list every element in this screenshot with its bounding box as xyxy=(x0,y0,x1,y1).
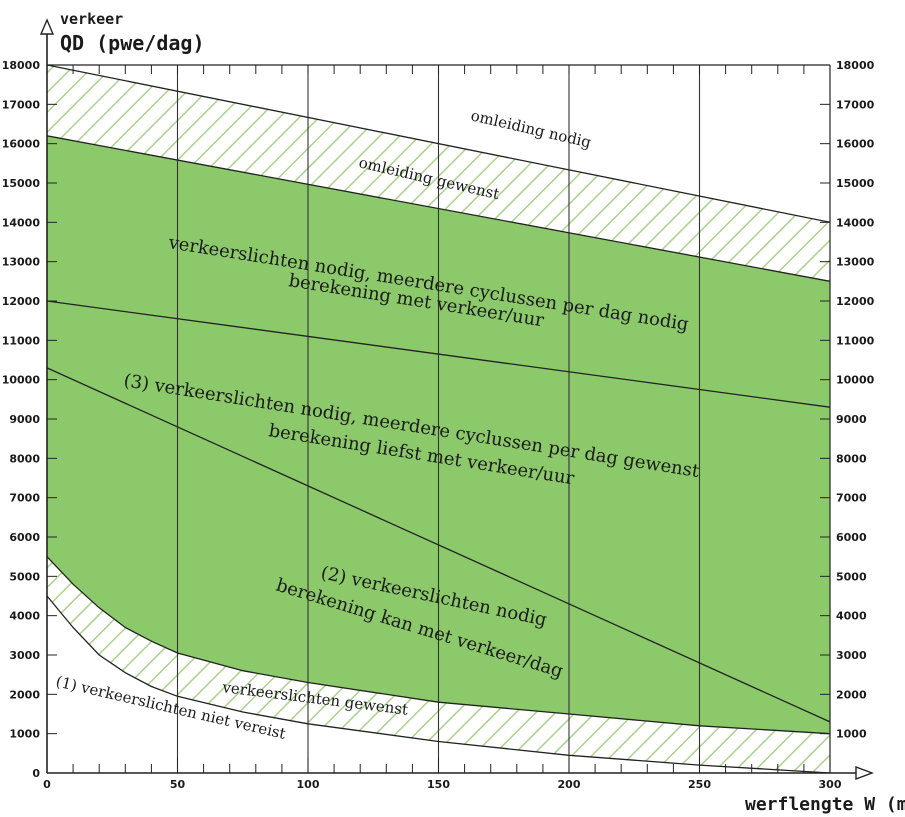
x-tick-label-0: 0 xyxy=(43,778,51,791)
y-tick-label-right-2000: 2000 xyxy=(836,688,867,701)
y-tick-label-right-18000: 18000 xyxy=(836,59,875,72)
y-tick-label-left-11000: 11000 xyxy=(2,334,41,347)
x-axis-arrow xyxy=(855,765,874,781)
y-axis-title: QD (pwe/dag) xyxy=(60,31,205,55)
y-tick-label-left-13000: 13000 xyxy=(2,256,41,269)
y-tick-label-left-18000: 18000 xyxy=(2,59,41,72)
y-tick-label-right-12000: 12000 xyxy=(836,295,875,308)
x-tick-label-250: 250 xyxy=(688,778,711,791)
y-tick-label-right-15000: 15000 xyxy=(836,177,875,190)
y-tick-label-right-9000: 9000 xyxy=(836,413,867,426)
y-tick-label-right-3000: 3000 xyxy=(836,649,867,662)
x-tick-label-50: 50 xyxy=(170,778,186,791)
x-axis-title: werflengte W (m) xyxy=(745,794,905,815)
y-axis-title-top: verkeer xyxy=(60,10,123,28)
curves xyxy=(47,65,830,773)
y-tick-label-left-10000: 10000 xyxy=(2,374,41,387)
y-tick-label-left-8000: 8000 xyxy=(9,452,40,465)
y-tick-label-left-6000: 6000 xyxy=(9,531,40,544)
y-tick-label-right-8000: 8000 xyxy=(836,452,867,465)
boundary-line-3 xyxy=(47,300,830,408)
y-tick-label-left-0: 0 xyxy=(32,767,40,780)
x-tick-label-300: 300 xyxy=(819,778,842,791)
y-tick-label-left-12000: 12000 xyxy=(2,295,41,308)
y-tick-label-left-1000: 1000 xyxy=(9,728,40,741)
y-axis-arrow xyxy=(39,18,55,35)
y-tick-label-right-16000: 16000 xyxy=(836,138,875,151)
y-tick-label-right-5000: 5000 xyxy=(836,570,867,583)
boundary-line-2 xyxy=(47,135,830,282)
y-tick-label-right-11000: 11000 xyxy=(836,334,875,347)
label-omleiding-nodig: omleiding nodig xyxy=(469,106,593,151)
boundary-line-4 xyxy=(47,367,830,723)
x-tick-label-150: 150 xyxy=(427,778,450,791)
y-tick-label-left-16000: 16000 xyxy=(2,138,41,151)
y-tick-label-left-14000: 14000 xyxy=(2,216,41,229)
y-tick-label-right-4000: 4000 xyxy=(836,610,867,623)
y-tick-label-left-9000: 9000 xyxy=(9,413,40,426)
x-tick-label-100: 100 xyxy=(297,778,320,791)
y-tick-label-left-3000: 3000 xyxy=(9,649,40,662)
y-tick-label-left-5000: 5000 xyxy=(9,570,40,583)
y-tick-label-right-10000: 10000 xyxy=(836,374,875,387)
y-tick-label-right-17000: 17000 xyxy=(836,98,875,111)
y-tick-label-left-4000: 4000 xyxy=(9,610,40,623)
y-tick-label-right-1000: 1000 xyxy=(836,728,867,741)
grid xyxy=(176,65,701,773)
y-tick-label-left-15000: 15000 xyxy=(2,177,41,190)
boundary-line-6 xyxy=(47,595,830,773)
y-tick-label-left-2000: 2000 xyxy=(9,688,40,701)
y-tick-label-right-6000: 6000 xyxy=(836,531,867,544)
y-tick-label-left-7000: 7000 xyxy=(9,492,40,505)
y-tick-label-right-13000: 13000 xyxy=(836,256,875,269)
y-tick-label-left-17000: 17000 xyxy=(2,98,41,111)
y-tick-label-right-7000: 7000 xyxy=(836,492,867,505)
y-tick-label-right-14000: 14000 xyxy=(836,216,875,229)
boundary-line-1 xyxy=(47,65,830,223)
boundary-line-5 xyxy=(47,556,830,735)
x-tick-label-200: 200 xyxy=(558,778,581,791)
